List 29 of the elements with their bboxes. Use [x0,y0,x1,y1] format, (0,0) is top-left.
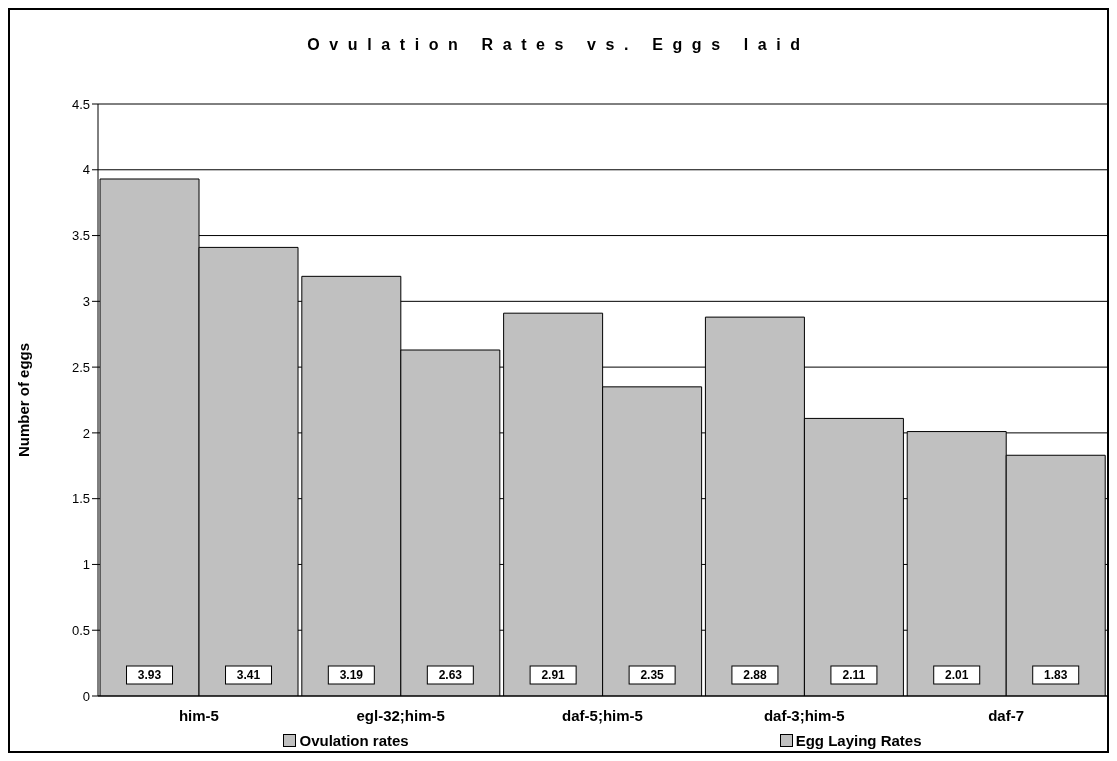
data-label: 2.91 [541,668,566,682]
data-label: 3.93 [137,668,162,682]
y-tick-label: 0 [82,688,90,704]
y-tick-label: 2 [82,425,90,441]
y-tick-label: 4 [82,162,90,178]
x-tick-label: daf-3;him-5 [763,706,845,724]
data-label: 2.11 [842,668,866,682]
data-label: 2.35 [640,668,665,682]
y-tick-label: 3.5 [71,228,90,244]
y-tick-label: 1 [82,557,90,573]
data-label: 1.83 [1044,668,1068,682]
x-tick-label: daf-5;him-5 [562,706,643,724]
y-axis-title: Number of eggs [15,342,33,458]
data-label: 2.01 [945,668,969,682]
y-tick-label: 3 [82,293,90,309]
legend-label: Egg Laying Rates [795,732,922,749]
data-label: 2.88 [743,668,767,682]
data-label: 3.19 [339,668,364,682]
y-tick-label: 2.5 [71,359,90,375]
x-tick-label: daf-7 [988,706,1025,724]
legend-label: Ovulation rates [299,732,409,749]
x-tick-label: egl-32;him-5 [356,706,445,724]
data-label: 3.41 [236,668,261,682]
chart-title: Ovulation Rates vs. Eggs laid [306,36,811,54]
y-tick-label: 4.5 [71,96,90,112]
y-tick-label: 0.5 [71,622,90,638]
y-tick-label: 1.5 [71,491,90,507]
data-label: 2.63 [438,668,463,682]
x-tick-label: him-5 [178,706,219,724]
